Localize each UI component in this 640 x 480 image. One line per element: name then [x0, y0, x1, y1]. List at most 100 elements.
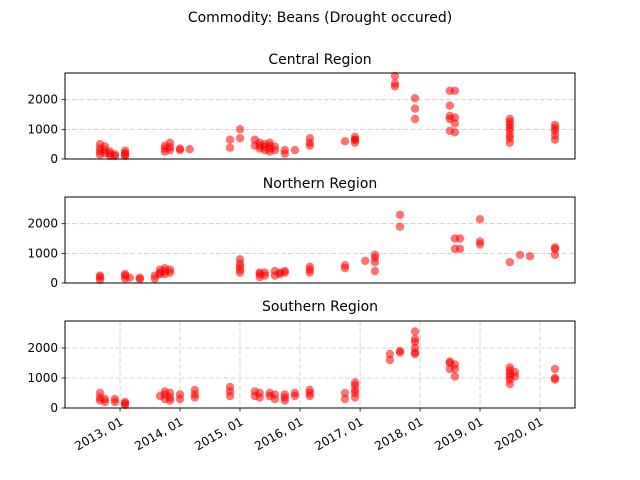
- data-point: [95, 388, 105, 398]
- data-point: [235, 134, 245, 143]
- data-point: [110, 394, 120, 404]
- data-point: [120, 397, 130, 407]
- data-point: [410, 348, 420, 357]
- data-point: [350, 378, 360, 387]
- data-point: [340, 261, 350, 270]
- data-point: [235, 125, 245, 134]
- data-point: [350, 135, 360, 144]
- data-point: [270, 142, 279, 151]
- data-point: [255, 388, 264, 398]
- x-tick-label: 2014, 01: [132, 414, 185, 453]
- y-tick-label: 2000: [27, 217, 58, 231]
- data-point: [475, 237, 485, 246]
- data-point: [450, 113, 460, 122]
- data-point: [305, 385, 314, 395]
- data-point: [165, 388, 175, 398]
- data-point: [280, 145, 289, 155]
- data-point: [410, 114, 420, 124]
- data-point: [125, 273, 134, 282]
- data-point: [450, 119, 460, 128]
- axes-frame: [64, 196, 576, 284]
- data-point: [280, 266, 289, 276]
- data-point: [340, 394, 350, 404]
- data-point: [225, 382, 235, 392]
- y-tick-label: 2000: [27, 93, 58, 107]
- data-point: [95, 271, 105, 280]
- data-point: [175, 145, 185, 155]
- data-point: [135, 273, 144, 282]
- y-tick-label: 1000: [27, 371, 58, 385]
- data-point: [395, 222, 405, 231]
- data-point: [475, 215, 485, 224]
- data-point: [410, 94, 420, 103]
- data-point: [280, 390, 289, 399]
- data-point: [525, 252, 535, 261]
- data-point: [515, 250, 525, 259]
- data-point: [505, 114, 514, 124]
- data-point: [190, 385, 199, 395]
- data-point: [450, 128, 460, 137]
- axes-frame: [64, 320, 576, 409]
- y-tick-label: 1000: [27, 246, 58, 260]
- x-tick-label: 2020, 01: [492, 414, 545, 453]
- data-point: [410, 104, 420, 113]
- data-point: [290, 145, 300, 155]
- y-tick-label: 0: [50, 152, 58, 166]
- southern-region-panel: Southern Region 0 1000 2000 2013, 01 2014, 0…: [27, 299, 576, 453]
- data-point: [165, 138, 175, 147]
- data-point: [450, 86, 460, 96]
- data-point: [340, 137, 350, 146]
- data-point: [120, 150, 130, 159]
- data-point: [445, 101, 454, 110]
- data-point: [260, 268, 269, 277]
- data-point: [370, 266, 380, 276]
- y-tick-label: 2000: [27, 341, 58, 355]
- data-point: [100, 142, 110, 151]
- data-point: [550, 243, 560, 252]
- data-point: [290, 388, 300, 398]
- data-point: [350, 393, 360, 402]
- data-point: [505, 258, 514, 267]
- data-point: [100, 394, 110, 404]
- data-point: [455, 234, 465, 243]
- data-point: [235, 255, 245, 264]
- y-tick-label: 0: [50, 276, 58, 290]
- data-point: [450, 372, 460, 381]
- data-point: [410, 327, 420, 336]
- data-point: [550, 364, 560, 374]
- data-point: [550, 373, 560, 383]
- data-point: [550, 120, 560, 130]
- data-point: [225, 143, 235, 152]
- data-point: [165, 265, 175, 274]
- data-point: [510, 367, 520, 377]
- x-tick-label: 2013, 01: [72, 414, 125, 453]
- data-point: [390, 79, 400, 88]
- data-point: [361, 256, 370, 265]
- axes-frame: [64, 72, 576, 160]
- central-region-title: Central Region: [268, 52, 371, 68]
- x-tick-label: 2019, 01: [432, 414, 485, 453]
- data-point: [110, 150, 120, 159]
- x-tick-label: 2017, 01: [312, 414, 365, 453]
- data-point: [390, 71, 400, 81]
- data-point: [175, 390, 185, 399]
- northern-region-title: Northern Region: [263, 176, 378, 192]
- data-point: [410, 334, 420, 344]
- data-point: [305, 134, 314, 143]
- figure-suptitle: Commodity: Beans (Drought occured): [188, 10, 452, 26]
- data-point: [340, 388, 350, 398]
- data-point: [395, 210, 405, 219]
- x-tick-label: 2018, 01: [372, 414, 425, 453]
- data-point: [550, 250, 560, 259]
- data-point: [385, 355, 394, 365]
- data-point: [370, 250, 380, 259]
- x-tick-label: 2016, 01: [252, 414, 305, 453]
- northern-region-panel: Northern Region 0 1000 2000: [27, 176, 576, 290]
- data-point: [385, 349, 394, 359]
- data-point: [270, 390, 279, 399]
- data-point: [450, 360, 460, 369]
- data-point: [225, 135, 235, 144]
- data-point: [185, 145, 194, 154]
- data-point: [395, 346, 405, 356]
